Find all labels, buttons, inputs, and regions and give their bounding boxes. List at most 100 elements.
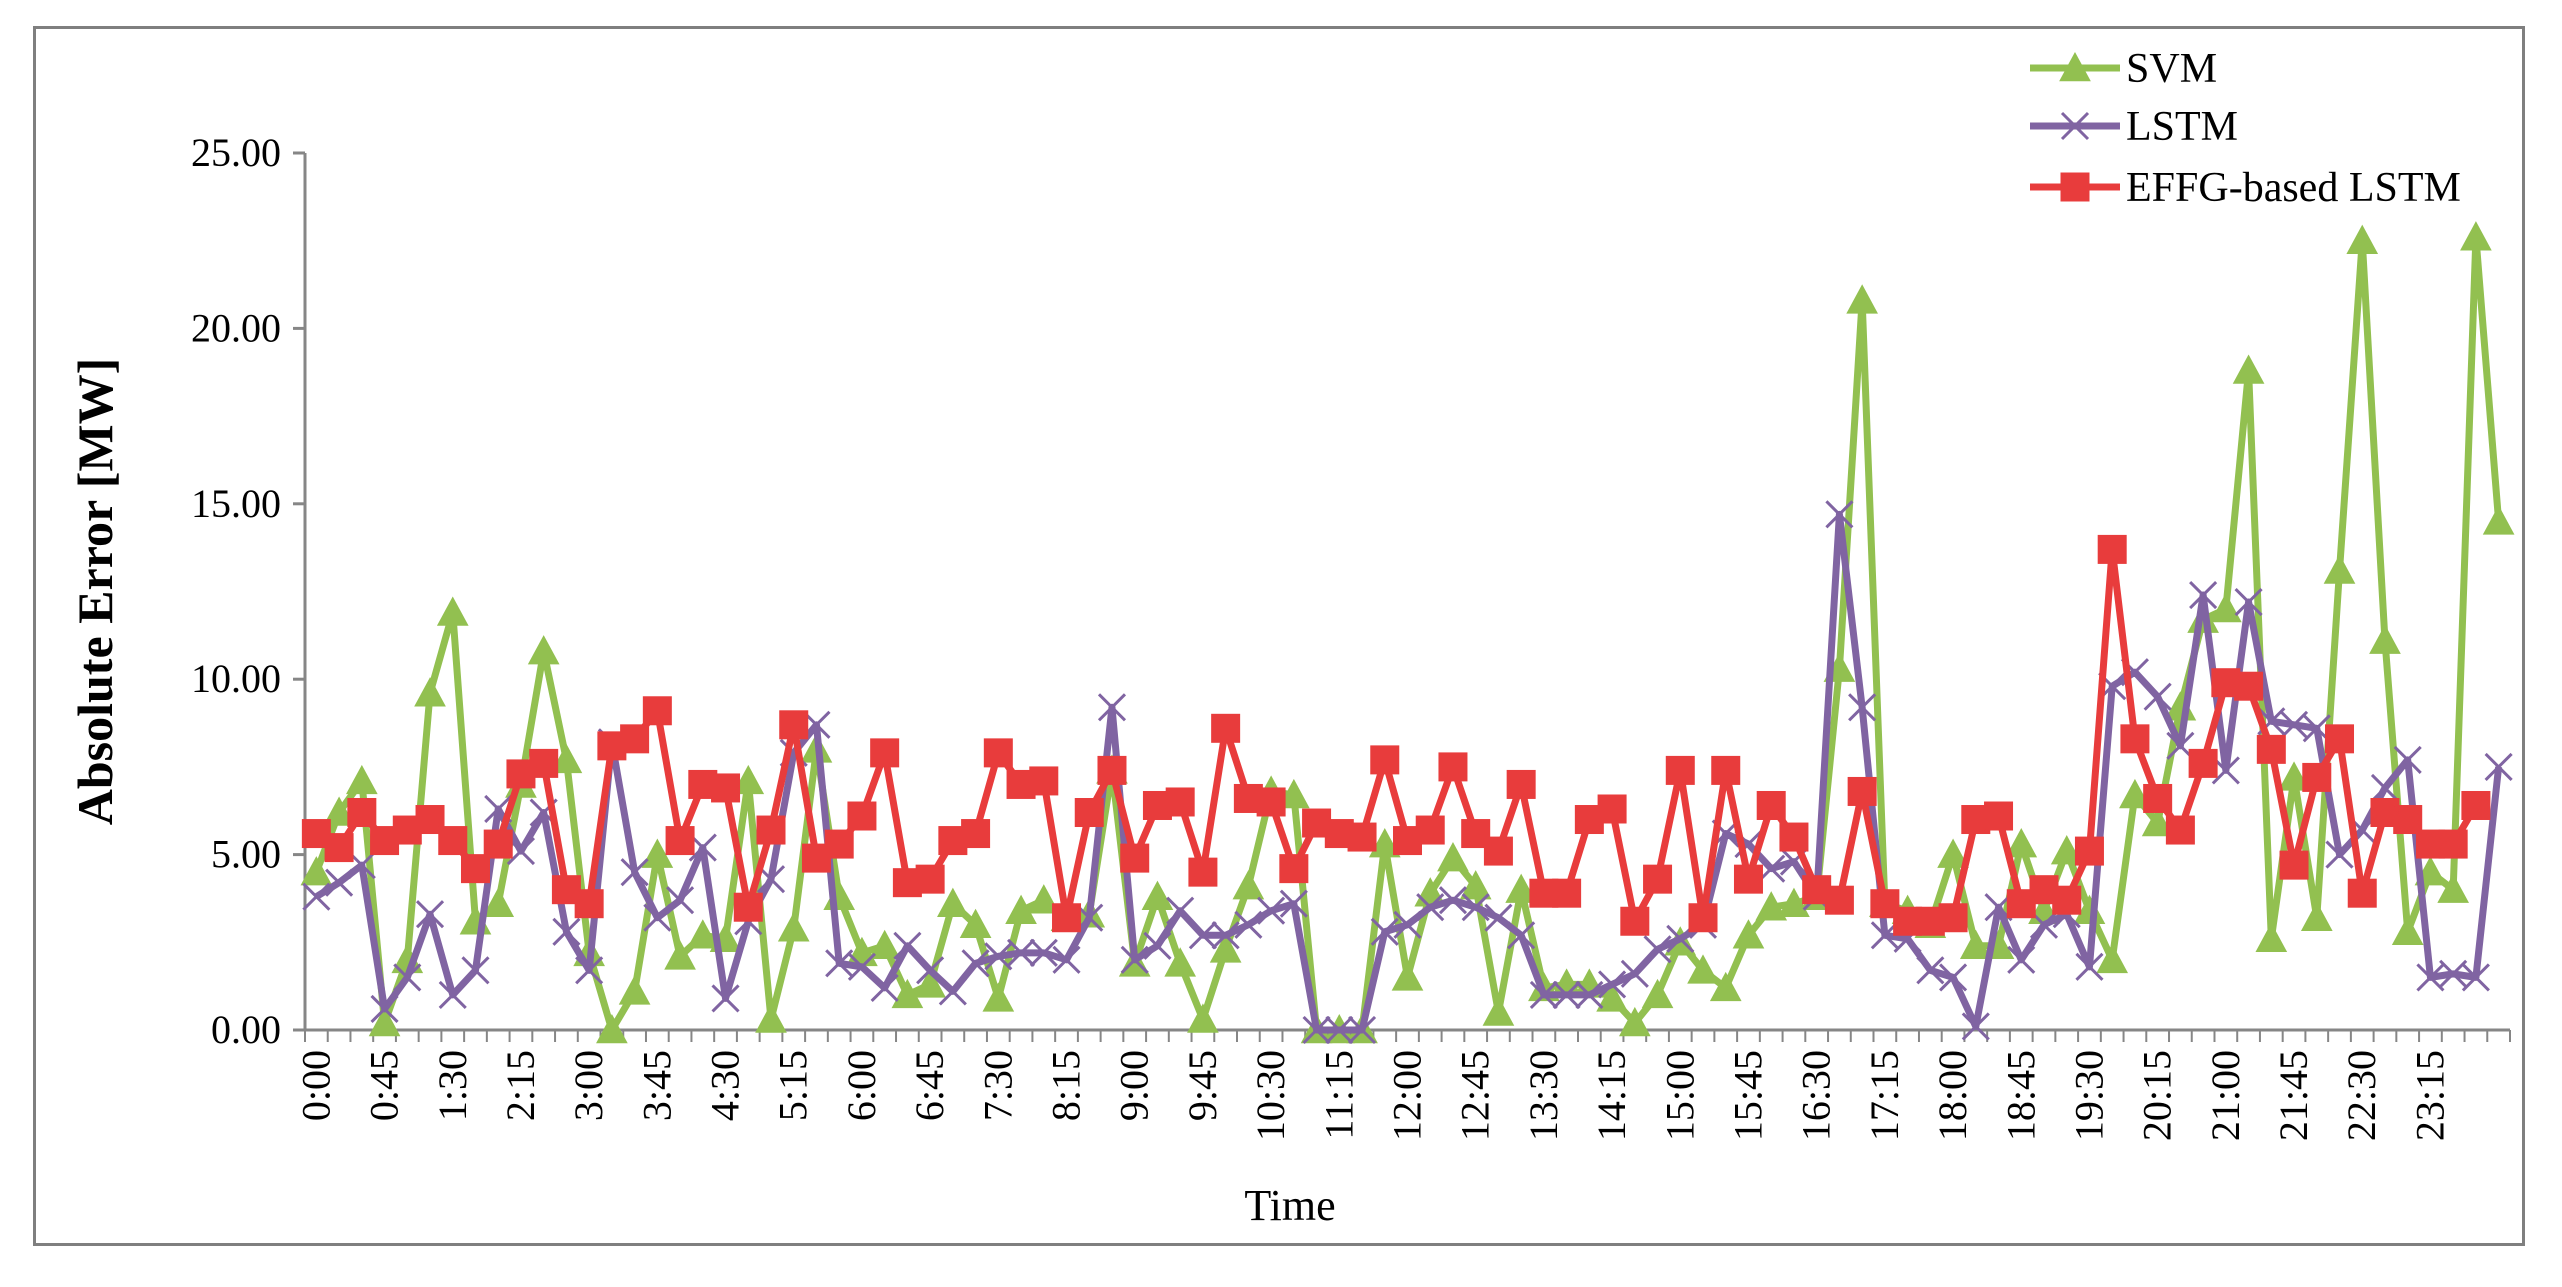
data-point — [2437, 873, 2470, 903]
data-point — [825, 949, 854, 978]
x-tick-label: 21:45 — [2271, 1050, 2316, 1141]
data-point — [1575, 980, 1604, 1009]
x-tick-label: 10:30 — [1248, 1050, 1293, 1141]
data-point — [345, 764, 378, 795]
x-tick-label: 5:15 — [771, 1050, 816, 1121]
data-point — [1188, 857, 1218, 887]
data-point — [1143, 931, 1172, 960]
data-point — [2391, 915, 2424, 946]
legend-item: LSTM — [2030, 104, 2238, 150]
data-point — [461, 956, 490, 985]
y-tick-label: 5.00 — [211, 832, 281, 877]
data-point — [1256, 787, 1286, 817]
data-point — [686, 919, 719, 949]
data-point — [1597, 794, 1627, 824]
data-point — [1391, 961, 1424, 991]
data-point — [1027, 884, 1060, 914]
x-tick-label: 9:45 — [1180, 1050, 1225, 1121]
data-point — [2188, 748, 2218, 778]
data-point — [1006, 938, 1036, 967]
series-svm — [300, 221, 2515, 1044]
data-point — [777, 912, 810, 942]
data-point — [1688, 903, 1718, 933]
x-tick-label: 3:00 — [566, 1050, 611, 1121]
legend-marker — [2060, 172, 2090, 202]
data-point — [1756, 790, 1786, 820]
data-point — [1141, 880, 1174, 910]
plot-area — [300, 221, 2515, 1045]
data-point — [1643, 864, 1673, 894]
data-point — [2074, 836, 2104, 866]
data-point — [2234, 671, 2264, 701]
data-point — [2416, 963, 2445, 992]
data-point — [642, 696, 672, 726]
data-point — [2325, 840, 2354, 869]
data-point — [1257, 896, 1286, 925]
legend-marker — [2059, 51, 2091, 82]
data-point — [2232, 354, 2265, 384]
data-point — [2461, 790, 2491, 820]
x-tick-label: 7:30 — [975, 1050, 1020, 1121]
data-point — [393, 963, 422, 992]
data-point — [1347, 1015, 1377, 1045]
data-point — [2393, 805, 2423, 835]
data-point — [2143, 682, 2172, 711]
data-point — [325, 868, 354, 897]
data-point — [1598, 970, 1627, 999]
data-point — [1938, 903, 1968, 933]
data-point — [527, 635, 560, 665]
data-point — [1505, 873, 1537, 903]
x-tick-label: 21:00 — [2203, 1050, 2248, 1141]
data-point — [483, 829, 513, 859]
data-point — [1188, 921, 1217, 950]
data-point — [2302, 762, 2332, 792]
data-point — [870, 738, 900, 768]
data-point — [460, 854, 490, 884]
data-point — [847, 801, 877, 831]
y-tick-label: 10.00 — [191, 656, 281, 701]
data-point — [414, 677, 446, 707]
x-tick-label: 14:15 — [1589, 1050, 1634, 1141]
data-point — [1825, 500, 1854, 529]
data-point — [300, 856, 333, 886]
x-tick-label: 20:15 — [2135, 1050, 2180, 1141]
data-point — [1483, 836, 1513, 866]
data-point — [1120, 843, 1150, 873]
legend-label: SVM — [2126, 46, 2217, 92]
x-tick-label: 8:15 — [1044, 1050, 1089, 1121]
data-point — [529, 748, 559, 778]
data-point — [983, 738, 1013, 768]
data-point — [2439, 959, 2468, 988]
data-point — [1733, 864, 1763, 894]
data-point — [2279, 850, 2309, 880]
data-point — [1755, 891, 1788, 921]
data-point — [2256, 734, 2286, 764]
x-tick-label: 17:15 — [1862, 1050, 1907, 1141]
x-tick-label: 19:30 — [2066, 1050, 2111, 1141]
data-point — [575, 956, 604, 985]
x-axis-title: Time — [1244, 1181, 1335, 1230]
data-point — [368, 1006, 401, 1037]
x-tick-label: 15:45 — [1725, 1050, 1770, 1141]
data-point — [1234, 910, 1263, 939]
data-point — [1641, 978, 1674, 1009]
data-point — [323, 796, 355, 826]
y-tick-label: 15.00 — [191, 481, 281, 526]
data-point — [2393, 745, 2422, 774]
series-effg-based-lstm — [301, 534, 2491, 936]
data-point — [755, 1003, 787, 1033]
data-point — [2005, 828, 2038, 858]
data-point — [1939, 963, 1968, 992]
y-axis: 0.00 5.00 10.00 15.00 20.00 25.00 — [191, 130, 305, 1052]
data-point — [2438, 829, 2468, 859]
data-point — [1482, 996, 1515, 1026]
data-point — [1097, 755, 1127, 785]
data-point — [574, 889, 604, 919]
data-point — [1665, 755, 1695, 785]
data-point — [2300, 901, 2333, 931]
data-point — [618, 975, 651, 1005]
data-point — [1211, 713, 1241, 743]
data-point — [596, 1013, 628, 1044]
chart-frame — [33, 26, 2525, 1246]
data-point — [732, 764, 765, 795]
